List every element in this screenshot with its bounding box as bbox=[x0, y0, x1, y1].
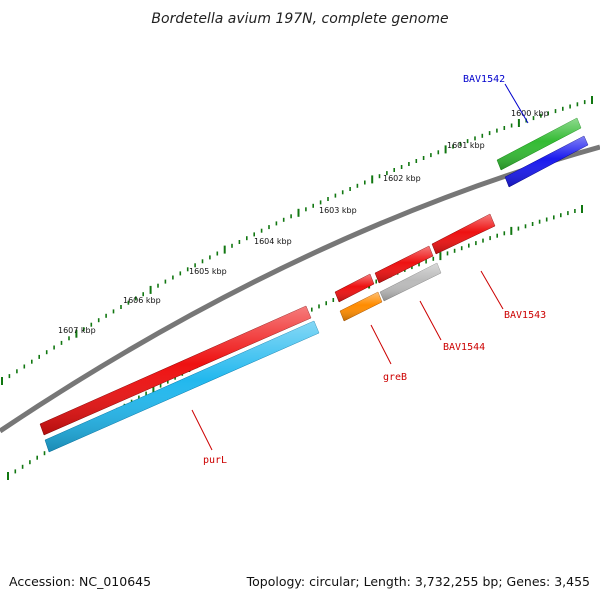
leader-bav1544 bbox=[419, 300, 442, 341]
gene-bav1543[interactable] bbox=[431, 213, 496, 255]
gene-purl[interactable] bbox=[39, 305, 312, 436]
leader-greb bbox=[370, 324, 392, 365]
genome-summary-text: Topology: circular; Length: 3,732,255 bp… bbox=[246, 574, 590, 589]
ruler-label-1606: 1606 kbp bbox=[123, 296, 161, 305]
gene-red-feature-b[interactable] bbox=[374, 245, 434, 284]
gene-greb[interactable] bbox=[339, 291, 383, 322]
map-title: Bordetella avium 197N, complete genome bbox=[151, 11, 448, 27]
leader-bav1542 bbox=[504, 83, 529, 124]
leader-purl bbox=[191, 409, 213, 451]
ruler-label-1601: 1601 kbp bbox=[447, 141, 485, 150]
ruler-label-1602: 1602 kbp bbox=[383, 174, 421, 183]
ruler-label-1603: 1603 kbp bbox=[319, 206, 357, 215]
gene-label-bav1542[interactable]: BAV1542 bbox=[463, 74, 505, 85]
gene-label-purl[interactable]: purL bbox=[203, 455, 227, 466]
outer-ruler-ticks bbox=[1, 96, 593, 385]
gene-red-feature-c[interactable] bbox=[334, 273, 375, 303]
gene-label-bav1543[interactable]: BAV1543 bbox=[504, 310, 546, 321]
leader-bav1543 bbox=[480, 270, 504, 310]
gene-green-feature[interactable] bbox=[496, 117, 582, 171]
ruler-label-1600: 1600 kbp bbox=[511, 109, 549, 118]
accession-text: Accession: NC_010645 bbox=[9, 574, 152, 589]
gene-label-bav1544[interactable]: BAV1544 bbox=[443, 342, 485, 353]
gene-bav1544[interactable] bbox=[379, 262, 442, 302]
ruler-label-1607: 1607 kbp bbox=[58, 326, 96, 335]
ruler-label-1605: 1605 kbp bbox=[189, 267, 227, 276]
genome-backbone bbox=[0, 144, 600, 434]
gene-label-greb[interactable]: greB bbox=[383, 372, 407, 383]
ruler-label-1604: 1604 kbp bbox=[254, 237, 292, 246]
gene-bav1542[interactable] bbox=[504, 135, 589, 188]
gene-purl-cds[interactable] bbox=[44, 320, 320, 453]
